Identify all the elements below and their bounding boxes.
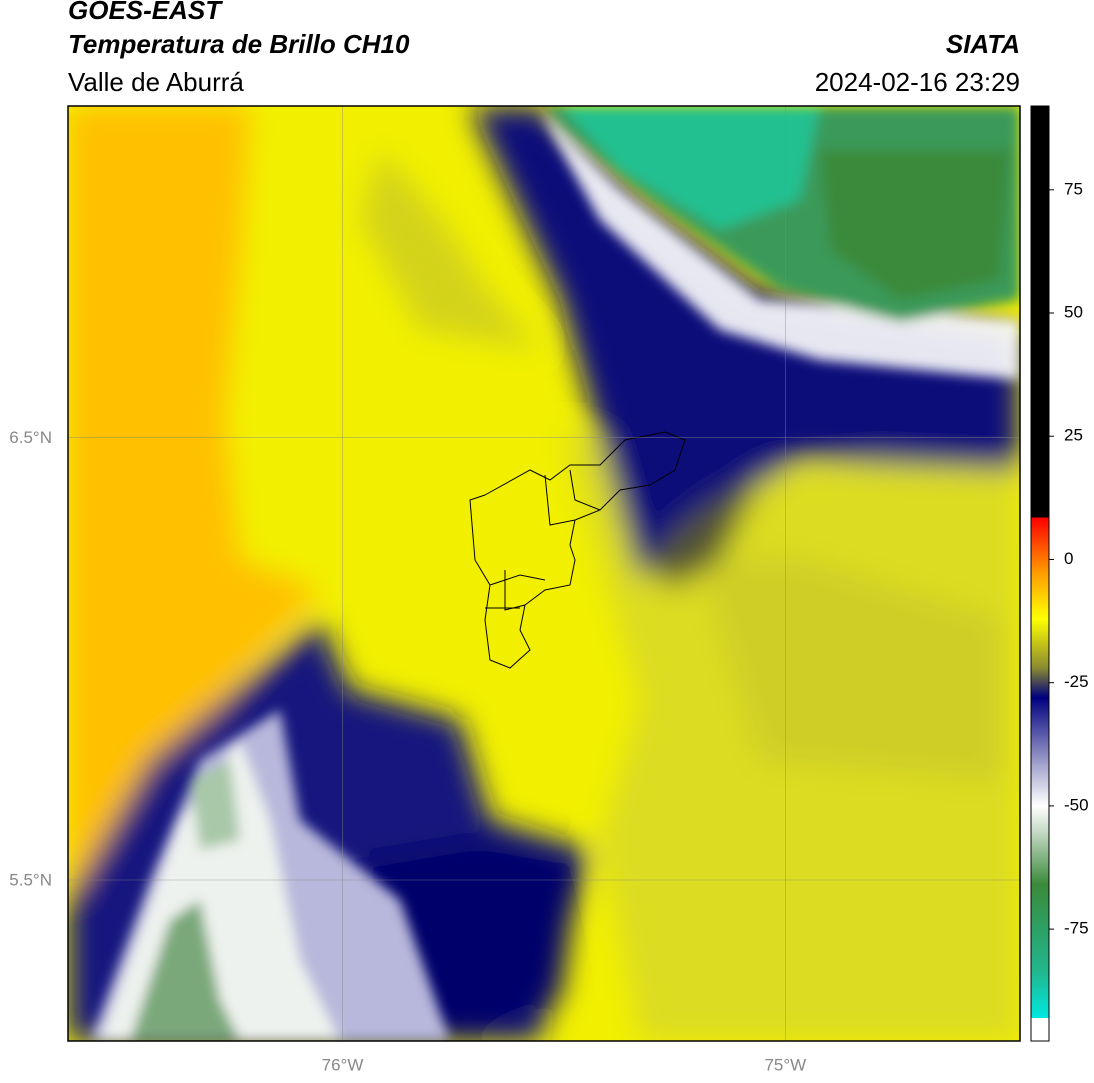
region: Valle de Aburrá [68,67,244,97]
colorbar [1030,105,1050,1042]
y-tick-label: 5.5°N [9,870,52,889]
municipality-borders [469,431,686,669]
satellite-image [68,106,1020,1041]
colorbar-tick-label: 25 [1064,426,1083,445]
x-tick-label: 75°W [764,1055,806,1074]
colorbar-tick-label: -25 [1064,672,1089,691]
colorbar-tick-label: 50 [1064,302,1083,321]
subtitle: Temperatura de Brillo CH10 [68,29,410,59]
colorbar-tick-label: -75 [1064,919,1089,938]
colorbar-tick-label: 75 [1064,179,1083,198]
datetime: 2024-02-16 23:29 [815,67,1020,97]
grid [68,106,1020,1041]
title: GOES-EAST [68,0,223,25]
colorbar-tick-label: -50 [1064,795,1089,814]
y-tick-label: 6.5°N [9,428,52,447]
x-tick-label: 76°W [322,1055,364,1074]
agency: SIATA [946,29,1020,59]
map-frame [67,105,1021,1042]
colorbar-tick-label: 0 [1064,549,1073,568]
